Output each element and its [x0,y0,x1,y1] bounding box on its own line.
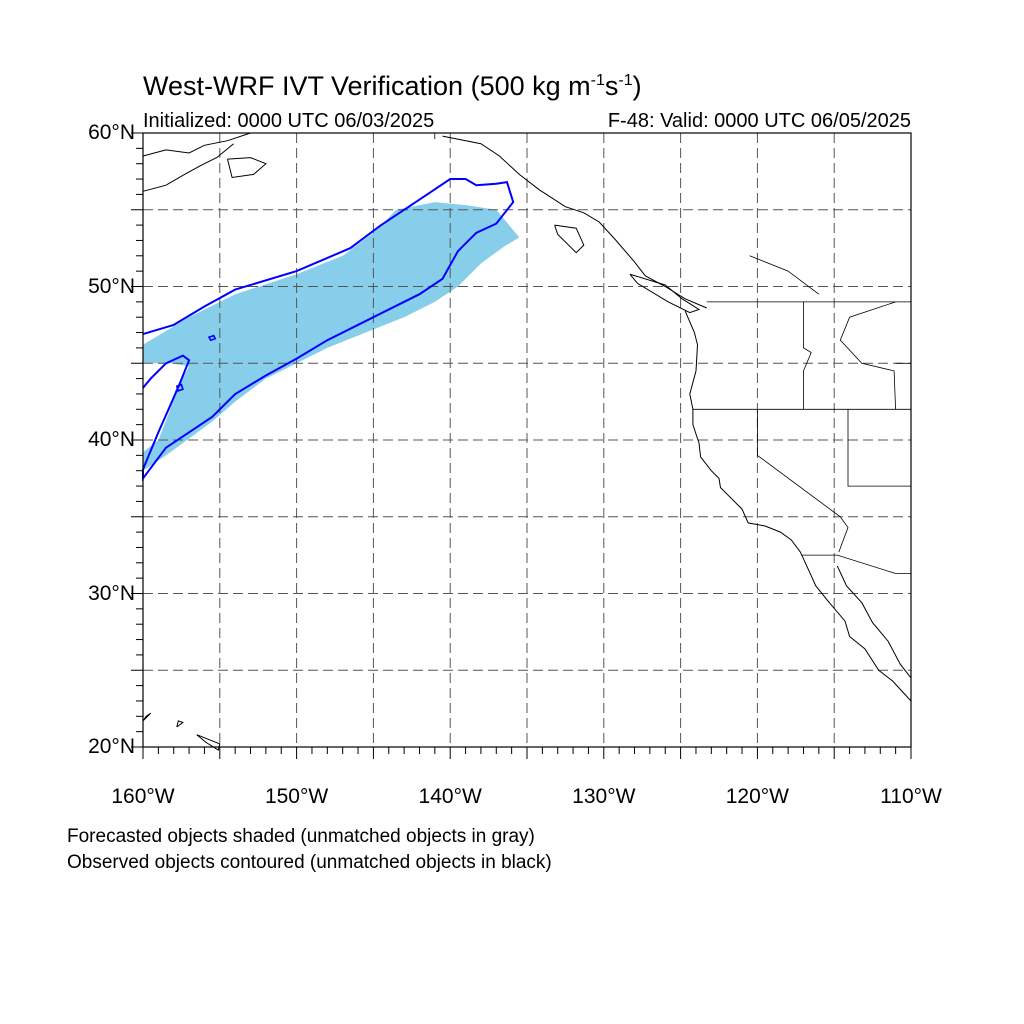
coastline [227,157,267,179]
latitude-label: 20°N [88,735,135,758]
longitude-label: 130°W [572,785,636,808]
state-border [803,301,812,410]
state-border [749,255,820,295]
coastline [684,310,912,702]
political-borders [434,133,911,574]
latitude-label: 60°N [88,121,135,144]
legend-observed-note: Observed objects contoured (unmatched ob… [67,852,552,873]
state-border [847,409,911,487]
valid-time: F-48: Valid: 0000 UTC 06/05/2025 [607,110,911,132]
latitude-label: 40°N [88,428,135,451]
longitude-label: 120°W [725,785,790,808]
coastline [554,224,585,254]
coastline [176,720,184,728]
coastline [629,273,701,314]
observed-object-small-contour [175,383,184,392]
state-border [801,554,911,574]
state-border [757,409,849,553]
axis-ticks [131,132,912,759]
coastline [196,734,221,751]
legend-forecast-note: Forecasted objects shaded (unmatched obj… [67,826,535,847]
observed-objects [142,178,515,482]
coastline [142,132,251,157]
forecast-objects [143,202,520,471]
map-title: West-WRF IVT Verification (500 kg m-1s-1… [143,71,642,101]
observed-object-small-contour [207,334,217,342]
longitude-label: 110°W [880,785,942,808]
latitude-label: 30°N [88,581,135,605]
coastline [142,712,152,722]
state-border [839,301,896,410]
coastline [836,565,912,679]
initialized-time: Initialized: 0000 UTC 06/03/2025 [143,110,435,132]
forecast-object-shade [143,202,520,471]
longitude-label: 160°W [111,785,175,808]
coastline [142,143,234,192]
latitude-label: 50°N [88,274,135,298]
observed-object-contour [142,178,515,482]
coastline [442,135,707,309]
map-frame [142,132,912,748]
longitude-label: 150°W [264,785,329,808]
coastlines [142,132,912,751]
longitude-label: 140°W [418,785,482,808]
